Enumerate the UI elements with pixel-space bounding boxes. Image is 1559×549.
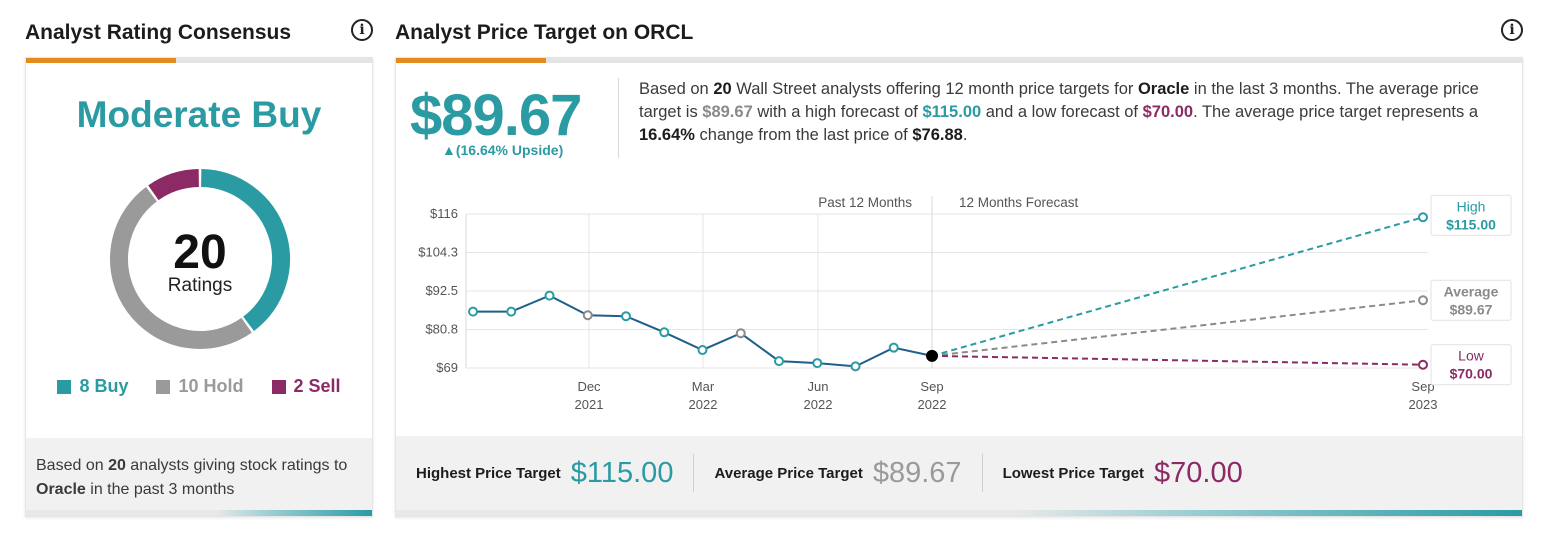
target-card-bottom-bar — [396, 510, 1522, 516]
x-tick-year: 2022 — [689, 397, 718, 412]
price-target-chart: $116 $104.3 $92.5 $80.8 $69 Dec 2021 Mar 2022 Jun… — [418, 194, 1512, 412]
x-tick-month: Sep — [1411, 379, 1434, 394]
donut-segment-hold — [110, 186, 252, 349]
legend-sell: 2 Sell — [271, 376, 341, 397]
rating-card: Moderate Buy 20 Ratings 8 Buy 10 Hold 2 … — [25, 57, 373, 517]
forecast-line-low — [931, 354, 1424, 366]
info-icon[interactable]: i — [1501, 19, 1523, 41]
x-tick-month: Mar — [692, 379, 715, 394]
history-point[interactable] — [735, 328, 746, 339]
section-label-forecast: 12 Months Forecast — [959, 195, 1079, 210]
history-point[interactable] — [697, 344, 708, 355]
ratings-total: 20 — [173, 226, 226, 279]
x-tick-year: 2021 — [575, 397, 604, 412]
rating-footer: Based on 20 analysts giving stock rating… — [26, 438, 372, 512]
highest-price-target: Highest Price Target $115.00 — [416, 456, 674, 489]
target-card: $89.67 ▲(16.64% Upside) Based on 20 Wall… — [395, 57, 1523, 517]
forecast-point-average — [1418, 295, 1428, 306]
rating-card-bottom-bar — [26, 510, 372, 516]
x-tick-month: Dec — [577, 379, 601, 394]
svg-text:$89.67: $89.67 — [1450, 301, 1493, 317]
info-icon[interactable]: i — [351, 19, 373, 41]
x-tick-month: Sep — [920, 379, 943, 394]
forecast-line-average — [931, 299, 1424, 357]
lowest-price-target: Lowest Price Target $70.00 — [1002, 456, 1243, 489]
svg-text:Average: Average — [1444, 283, 1499, 299]
forecast-line-high — [931, 216, 1424, 357]
forecast-label-high: High $115.00 — [1430, 194, 1512, 236]
average-price-target: $89.67 — [410, 83, 582, 148]
y-tick-label: $92.5 — [425, 283, 458, 298]
rating-panel-title: Analyst Rating Consensus — [25, 21, 292, 44]
history-point[interactable] — [774, 356, 784, 367]
ratings-total-label: Ratings — [168, 275, 232, 296]
x-tick-year: 2022 — [918, 397, 947, 412]
price-target-summary: Based on 20 Wall Street analysts offerin… — [639, 80, 1479, 144]
target-card-topbar — [396, 58, 1522, 63]
forecast-point-high — [1418, 212, 1428, 223]
forecast-point-low — [1418, 359, 1428, 370]
history-point[interactable] — [659, 327, 670, 338]
history-point[interactable] — [888, 342, 899, 353]
history-point[interactable] — [850, 361, 861, 372]
history-point[interactable] — [468, 306, 478, 317]
history-point[interactable] — [506, 306, 517, 317]
history-point[interactable] — [812, 358, 823, 369]
y-tick-label: $104.3 — [418, 245, 458, 260]
y-tick-label: $69 — [436, 360, 458, 375]
donut-segment-sell — [148, 169, 200, 201]
rating-card-topbar — [26, 58, 372, 63]
forecast-label-low: Low $70.00 — [1430, 344, 1512, 386]
price-targets-bar: Highest Price Target $115.00 Average Pri… — [396, 436, 1522, 510]
forecast-label-average: Average $89.67 — [1430, 279, 1512, 321]
history-point[interactable] — [621, 311, 631, 322]
legend-buy: 8 Buy — [57, 376, 128, 397]
legend-hold: 10 Hold — [156, 376, 244, 397]
target-panel-title: Analyst Price Target on ORCL — [395, 21, 694, 44]
y-tick-label: $116 — [430, 206, 458, 221]
y-tick-label: $80.8 — [425, 322, 458, 337]
section-label-past: Past 12 Months — [818, 195, 912, 210]
upside-label: ▲(16.64% Upside) — [442, 142, 564, 158]
summary-divider — [618, 78, 619, 158]
x-tick-year: 2022 — [804, 397, 833, 412]
history-point[interactable] — [926, 349, 938, 362]
ratings-legend: 8 Buy 10 Hold 2 Sell — [26, 376, 372, 397]
history-point[interactable] — [544, 290, 555, 301]
x-tick-year: 2023 — [1409, 397, 1438, 412]
consensus-label: Moderate Buy — [76, 94, 322, 135]
average-price-target-bottom: Average Price Target $89.67 — [714, 456, 962, 489]
x-tick-month: Jun — [808, 379, 829, 394]
ratings-donut-chart: 20 Ratings — [110, 169, 290, 349]
svg-text:High: High — [1457, 198, 1486, 214]
history-point[interactable] — [582, 310, 593, 321]
svg-text:$70.00: $70.00 — [1450, 366, 1493, 382]
svg-text:$115.00: $115.00 — [1446, 216, 1496, 232]
svg-text:Low: Low — [1458, 348, 1485, 364]
donut-segment-buy — [200, 169, 290, 332]
